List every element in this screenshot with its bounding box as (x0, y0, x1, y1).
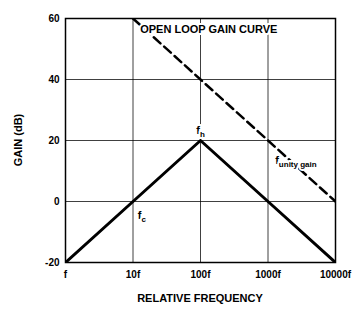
svg-text:fc: fc (138, 209, 147, 224)
svg-text:OPEN LOOP GAIN CURVE: OPEN LOOP GAIN CURVE (140, 23, 277, 35)
svg-text:0: 0 (54, 196, 60, 207)
svg-text:20: 20 (48, 135, 60, 146)
svg-text:GAIN (dB): GAIN (dB) (12, 113, 24, 166)
svg-text:funity gain: funity gain (275, 154, 317, 169)
svg-text:10000f: 10000f (320, 269, 352, 280)
svg-text:f: f (64, 269, 68, 280)
svg-text:60: 60 (48, 13, 60, 24)
svg-text:RELATIVE FREQUENCY: RELATIVE FREQUENCY (137, 292, 263, 304)
svg-text:100f: 100f (190, 269, 211, 280)
svg-text:10f: 10f (126, 269, 141, 280)
svg-text:fh: fh (196, 124, 205, 139)
svg-text:-20: -20 (45, 257, 60, 268)
svg-text:1000f: 1000f (255, 269, 281, 280)
svg-text:40: 40 (48, 74, 60, 85)
